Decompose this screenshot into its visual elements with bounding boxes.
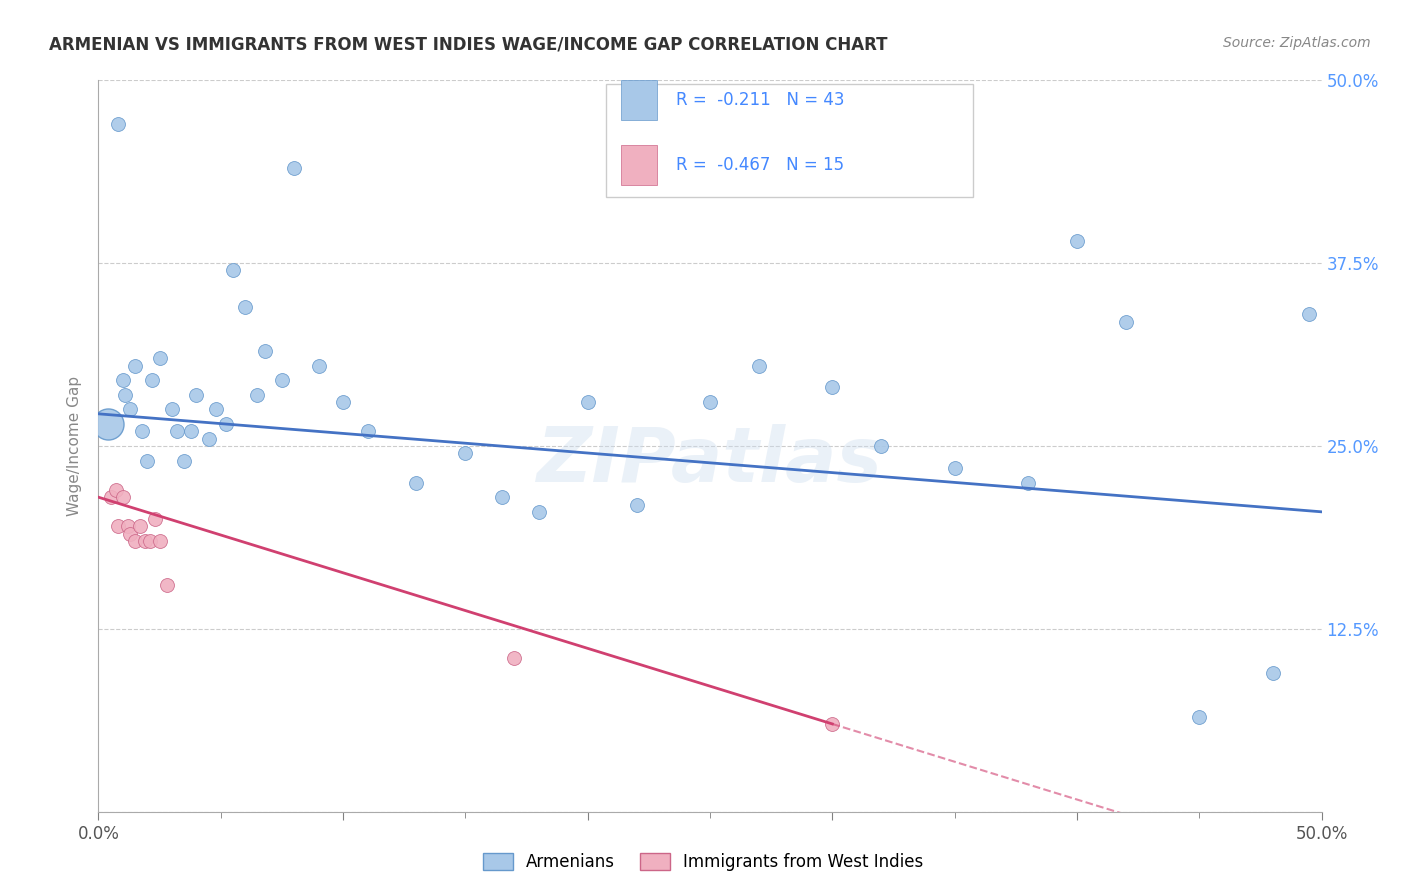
Point: [114, 388, 136, 402]
Point: [626, 498, 648, 512]
Point: [308, 359, 330, 373]
Point: [1188, 709, 1211, 723]
Point: [332, 395, 354, 409]
Point: [1017, 475, 1039, 490]
Point: [124, 534, 146, 549]
Legend: Armenians, Immigrants from West Indies: Armenians, Immigrants from West Indies: [474, 845, 932, 880]
Point: [160, 402, 183, 417]
Point: [870, 439, 893, 453]
Point: [156, 578, 179, 592]
Point: [186, 388, 208, 402]
Point: [111, 490, 134, 504]
Point: [141, 373, 163, 387]
Point: [1066, 234, 1088, 248]
Text: R =  -0.467   N = 15: R = -0.467 N = 15: [676, 156, 844, 174]
FancyBboxPatch shape: [620, 80, 658, 120]
Point: [149, 534, 172, 549]
Point: [117, 519, 139, 533]
Point: [405, 475, 427, 490]
Point: [136, 453, 159, 467]
Point: [124, 359, 146, 373]
Point: [821, 380, 844, 394]
Point: [454, 446, 477, 460]
Point: [104, 483, 127, 497]
Point: [491, 490, 513, 504]
Text: Source: ZipAtlas.com: Source: ZipAtlas.com: [1223, 36, 1371, 50]
Point: [1298, 307, 1320, 321]
Point: [576, 395, 599, 409]
Point: [107, 117, 129, 131]
Point: [214, 417, 236, 431]
Point: [120, 402, 142, 417]
Point: [527, 505, 550, 519]
Y-axis label: Wage/Income Gap: Wage/Income Gap: [67, 376, 83, 516]
Point: [143, 512, 166, 526]
Point: [205, 402, 228, 417]
Point: [97, 417, 120, 431]
Point: [111, 373, 134, 387]
Point: [173, 453, 195, 467]
Point: [233, 300, 256, 314]
Point: [166, 425, 188, 439]
Text: ARMENIAN VS IMMIGRANTS FROM WEST INDIES WAGE/INCOME GAP CORRELATION CHART: ARMENIAN VS IMMIGRANTS FROM WEST INDIES …: [49, 36, 887, 54]
Point: [699, 395, 721, 409]
Point: [180, 425, 202, 439]
FancyBboxPatch shape: [620, 145, 658, 185]
Point: [129, 519, 152, 533]
Point: [222, 263, 245, 277]
Point: [107, 519, 129, 533]
Point: [139, 534, 162, 549]
Point: [197, 432, 219, 446]
Point: [1115, 315, 1137, 329]
Point: [270, 373, 294, 387]
Point: [100, 490, 122, 504]
Point: [283, 161, 305, 175]
Point: [120, 526, 142, 541]
Point: [134, 534, 156, 549]
Point: [149, 351, 172, 366]
Point: [748, 359, 770, 373]
FancyBboxPatch shape: [606, 84, 973, 197]
Point: [253, 343, 276, 358]
Point: [943, 461, 966, 475]
Text: ZIPatlas: ZIPatlas: [537, 424, 883, 498]
Text: R =  -0.211   N = 43: R = -0.211 N = 43: [676, 91, 844, 109]
Point: [246, 388, 269, 402]
Point: [821, 717, 844, 731]
Point: [1261, 665, 1284, 680]
Point: [131, 425, 153, 439]
Point: [503, 651, 526, 665]
Point: [356, 425, 378, 439]
